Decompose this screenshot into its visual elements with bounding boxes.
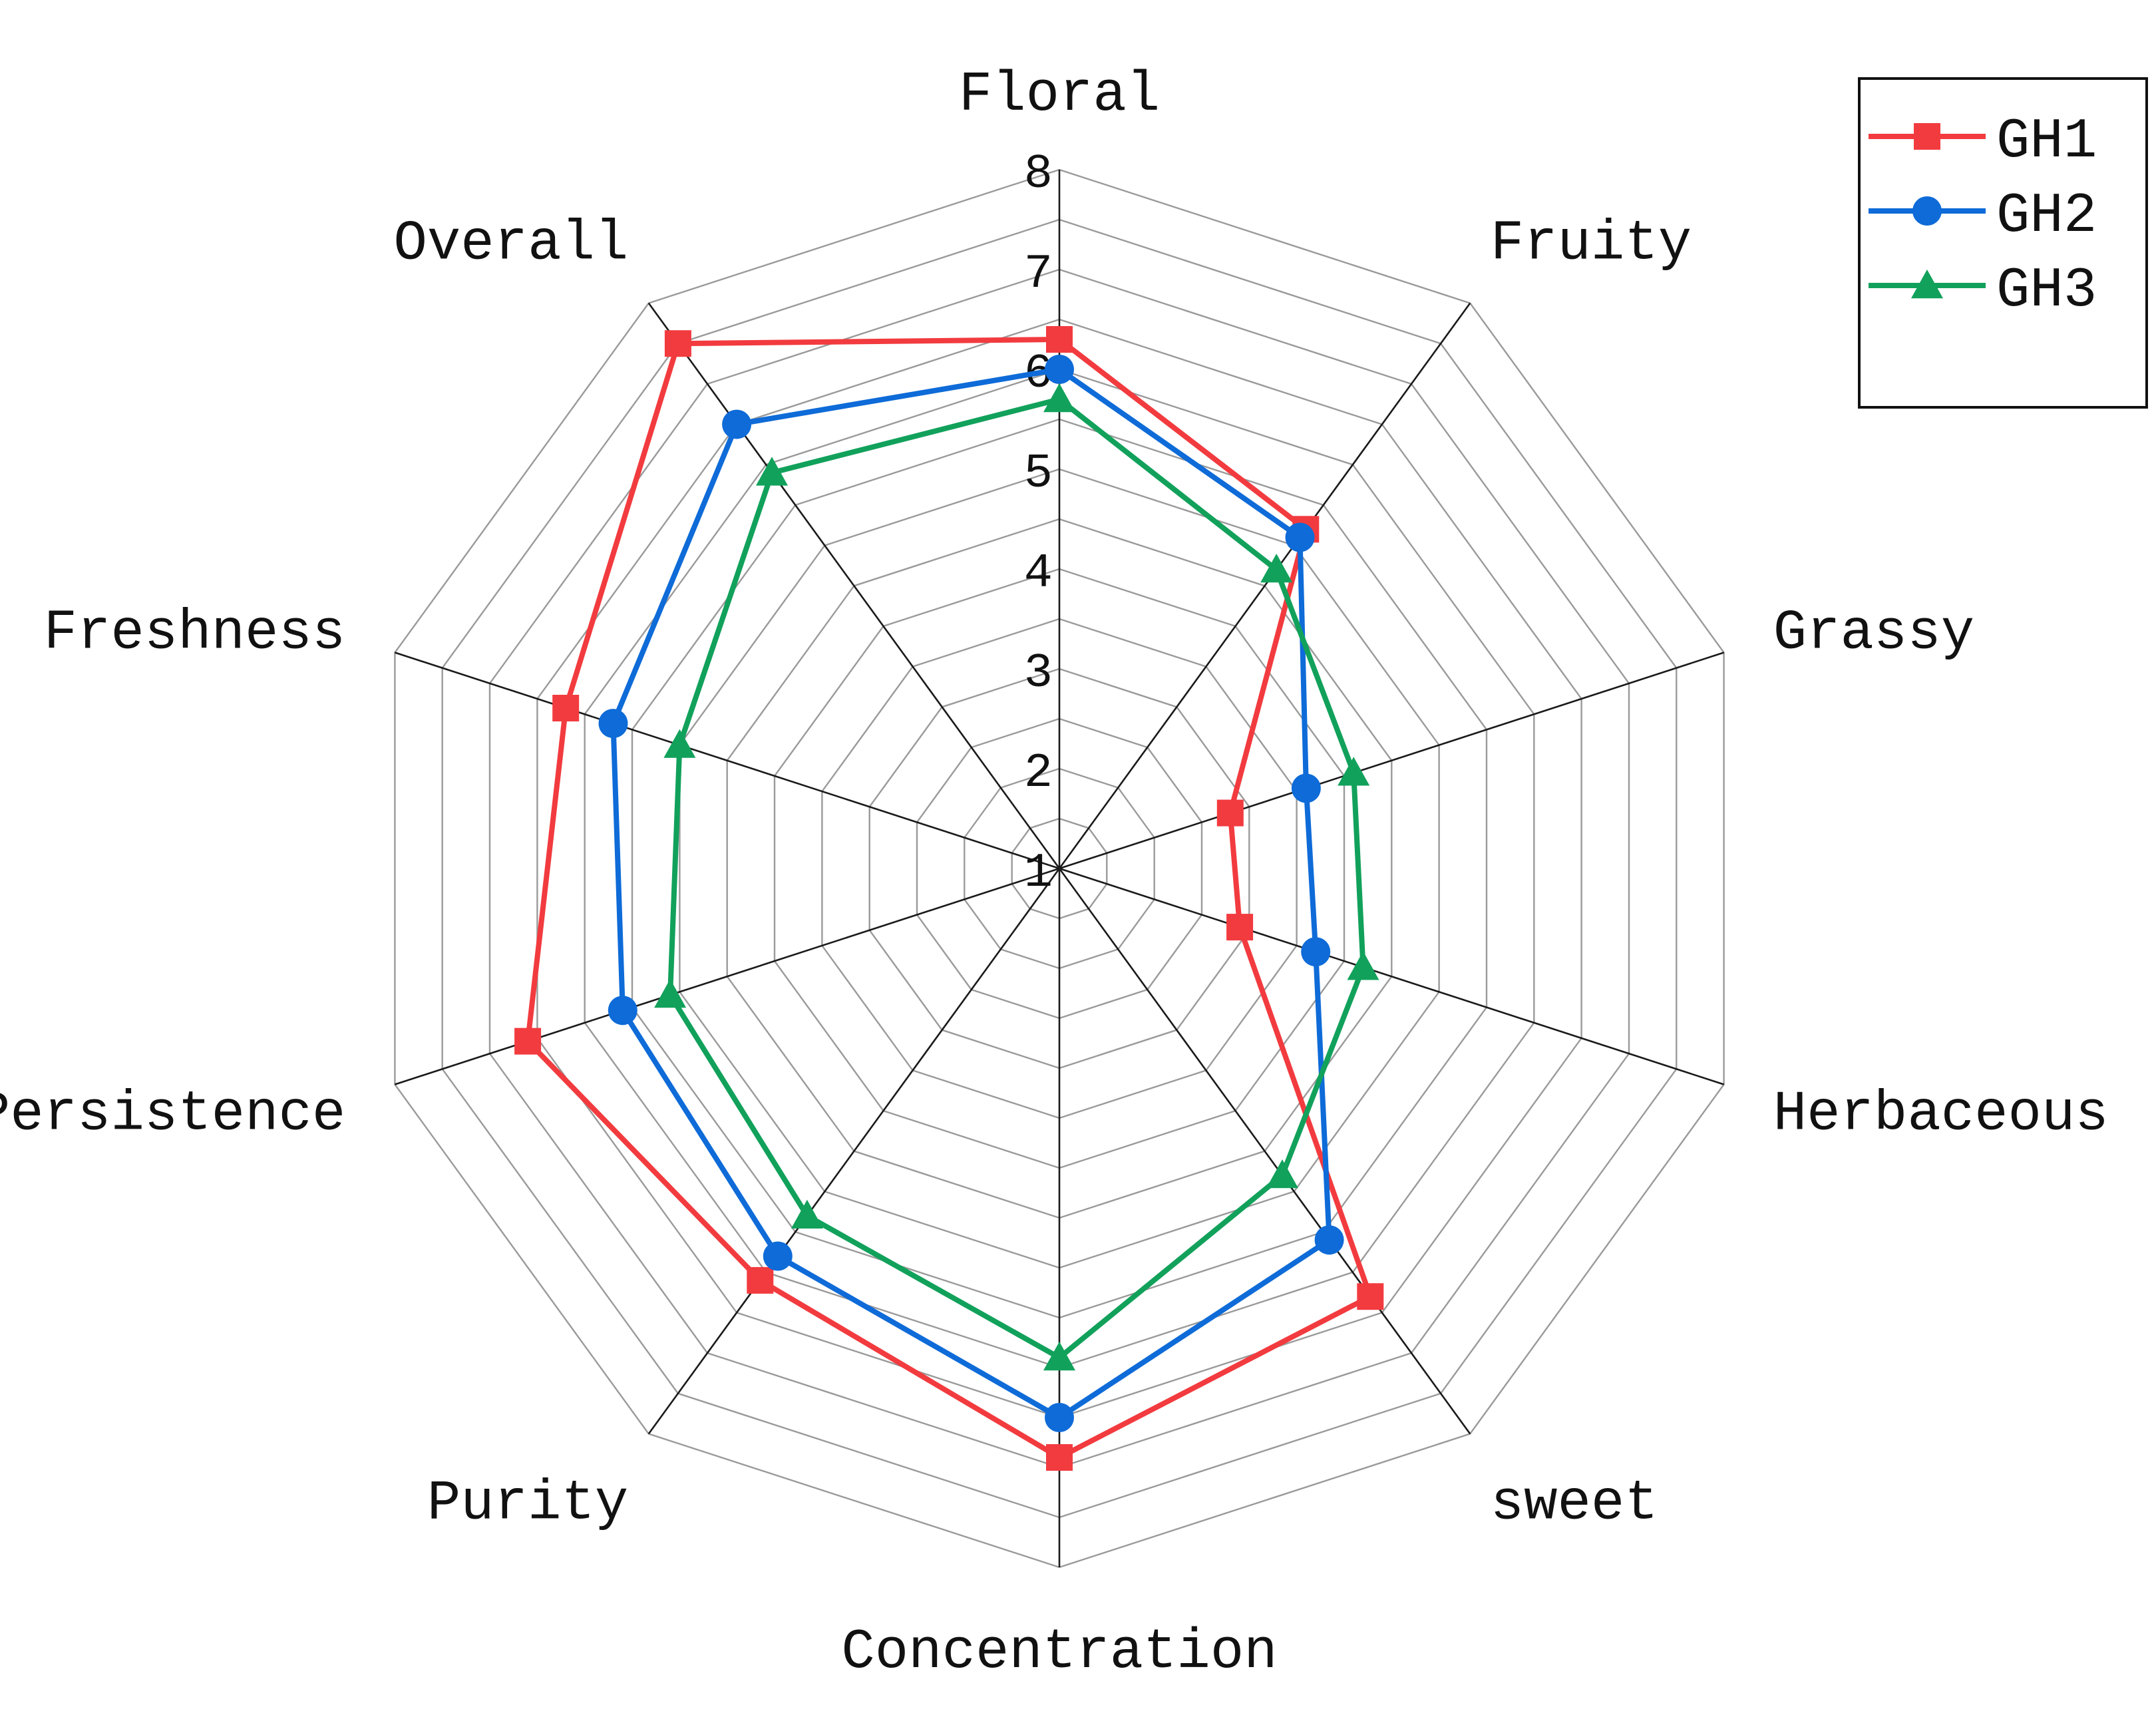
data-point [1914,123,1940,150]
data-point [1045,1403,1074,1432]
data-point [1260,554,1293,583]
axis-label: Freshness [44,602,346,666]
axis-spoke [394,867,1060,1085]
axis-label: Grassy [1773,602,1974,666]
data-point [1338,757,1370,786]
data-point [1912,196,1942,226]
series-line [524,336,1374,1461]
axis-spoke [647,868,1061,1435]
data-point [1347,951,1379,980]
tick-label: 3 [1024,646,1053,701]
data-point [1285,522,1315,552]
data-point [763,1241,793,1271]
axis-label: Persistence [0,1083,345,1147]
data-point [654,979,687,1008]
series [598,355,1344,1432]
data-point [598,709,628,739]
tick-label: 7 [1024,247,1053,301]
data-point [552,695,580,721]
tick-label: 1 [1024,846,1053,900]
data-point [1045,355,1074,384]
axis-label: sweet [1491,1473,1658,1536]
series [654,383,1379,1371]
data-point [664,330,691,357]
data-point [722,409,752,439]
data-point [756,457,788,486]
data-point [1301,937,1331,967]
axis-spoke [647,302,1061,869]
axis-label: Floral [959,64,1160,127]
tick-label: 2 [1024,746,1053,801]
data-point [663,729,696,758]
axis-label: Concentration [841,1621,1277,1684]
tick-label: 8 [1024,147,1053,202]
axis-spoke [1059,867,1725,1085]
data-point [1266,1159,1298,1189]
radar-grid [394,168,1725,1569]
data-point [791,1199,823,1229]
axis-labels: Floral Fruity Grassy Herbaceous sweet Concent… [0,64,2109,1684]
legend-label: GH3 [1996,260,2097,323]
tick-label: 5 [1024,447,1053,501]
data-point [1357,1283,1384,1310]
axis-spoke [394,652,1060,870]
data-point [1046,1444,1073,1471]
axis-label: Purity [427,1473,628,1536]
data-point [1911,270,1943,299]
data-point [1046,326,1073,353]
legend-label: GH2 [1996,185,2097,248]
data-point [747,1266,774,1294]
data-point [608,996,637,1026]
data-point [1314,1225,1344,1255]
axis-label: Overall [393,213,628,276]
data-point [1226,914,1254,941]
legend-box [1858,77,2148,409]
data-point [1216,799,1244,827]
legend-label: GH1 [1996,110,2097,174]
legend: GH1 GH2 GH3 [1858,77,2148,409]
axis-label: Herbaceous [1773,1083,2109,1147]
series [514,326,1384,1471]
data-point [1291,773,1321,803]
axis-label: Fruity [1491,213,1692,276]
data-series [514,326,1384,1471]
axis-spoke [1059,652,1725,870]
axis-spoke [1058,868,1471,1435]
tick-label: 4 [1024,546,1053,601]
data-point [514,1028,542,1055]
data-point [1043,383,1075,413]
axis-spoke [1058,302,1471,869]
data-point [1043,1342,1075,1371]
